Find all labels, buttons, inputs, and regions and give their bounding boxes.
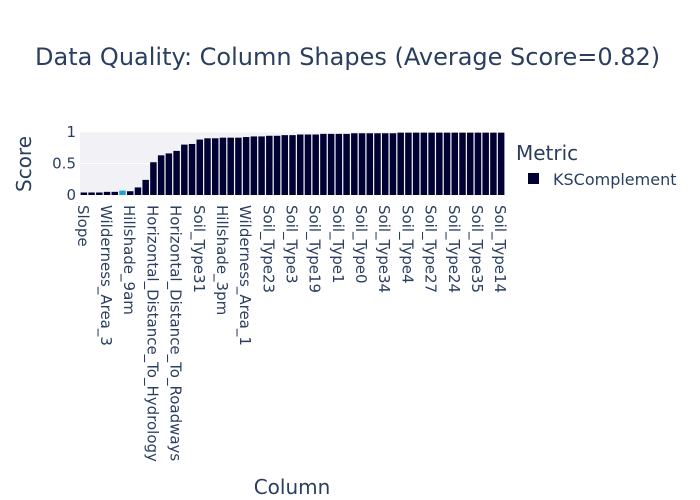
x-tick-label: Horizontal_Distance_To_Hydrology (142, 205, 161, 462)
bar (126, 191, 134, 195)
bar (451, 132, 459, 195)
legend-swatch (528, 173, 539, 184)
bar (273, 135, 281, 195)
x-tick-label: Soil_Type19 (305, 205, 324, 293)
bar (420, 132, 428, 195)
bar (381, 133, 389, 195)
x-tick-label: Soil_Type0 (351, 205, 370, 284)
x-axis-title: Column (254, 475, 331, 499)
bar (304, 134, 312, 195)
bar (459, 132, 466, 195)
chart-title: Data Quality: Column Shapes (Average Sco… (35, 43, 660, 71)
bar (96, 192, 103, 195)
bar (351, 133, 358, 195)
bar (412, 132, 420, 195)
bar (320, 133, 327, 195)
x-tick-label: Wilderness_Area_3 (96, 205, 115, 346)
bar (289, 135, 296, 195)
bar (343, 133, 350, 195)
bar (242, 137, 250, 195)
legend-label: KSComplement (553, 170, 676, 189)
bar (389, 133, 397, 195)
bar (196, 139, 204, 195)
bar (428, 132, 435, 195)
bar (296, 134, 304, 195)
x-tick-label: Horizontal_Distance_To_Roadways (166, 205, 185, 461)
bar (466, 132, 474, 195)
bar (235, 137, 242, 195)
bar (165, 153, 173, 195)
bar (281, 135, 289, 195)
bar (188, 143, 196, 195)
bar (80, 192, 88, 195)
x-tick-label: Soil_Type4 (397, 205, 416, 284)
x-tick-label: Slope (74, 205, 92, 247)
x-tick-label: Soil_Type31 (189, 205, 208, 293)
y-tick-label: 1 (66, 123, 76, 141)
x-tick-label: Soil_Type14 (490, 205, 509, 293)
bar (490, 132, 497, 195)
bar (219, 137, 227, 195)
bar (88, 192, 95, 195)
legend-title: Metric (516, 141, 578, 165)
bar (250, 136, 258, 195)
bar (142, 179, 149, 195)
bar (374, 133, 381, 195)
bar (266, 135, 273, 195)
bar (227, 137, 234, 195)
x-tick-label: Wilderness_Area_1 (235, 205, 254, 346)
bar (111, 191, 119, 195)
bar (436, 132, 443, 195)
bar (405, 132, 412, 195)
bar (204, 138, 211, 195)
bar (258, 136, 265, 195)
x-tick-label: Soil_Type1 (328, 205, 347, 284)
bar (397, 132, 404, 195)
bar (211, 138, 219, 195)
bar (173, 150, 180, 195)
bar (366, 133, 374, 195)
bar (150, 162, 157, 195)
bar (482, 132, 489, 195)
x-tick-label: Soil_Type27 (421, 205, 440, 293)
x-tick-label: Soil_Type23 (258, 205, 277, 293)
bar (181, 144, 188, 195)
x-tick-label: Soil_Type24 (444, 205, 463, 293)
x-tick-label: Soil_Type34 (374, 205, 393, 293)
y-tick-label: 0.5 (52, 155, 76, 173)
bar (327, 133, 335, 195)
bar (497, 132, 505, 195)
bar (443, 132, 451, 195)
bar (358, 133, 366, 195)
bar (134, 187, 142, 195)
y-axis-title: Score (12, 136, 36, 192)
x-tick-label: Hillshade_9am (119, 205, 138, 315)
x-tick-label: Soil_Type3 (282, 205, 301, 284)
x-tick-label: Soil_Type35 (467, 205, 486, 293)
bar (335, 133, 343, 195)
bar (157, 155, 165, 195)
bar (474, 132, 482, 195)
x-tick-label: Hillshade_3pm (212, 205, 231, 315)
y-tick-label: 0 (66, 186, 76, 204)
bar (312, 134, 319, 195)
bar (119, 190, 126, 195)
bar (103, 191, 111, 195)
